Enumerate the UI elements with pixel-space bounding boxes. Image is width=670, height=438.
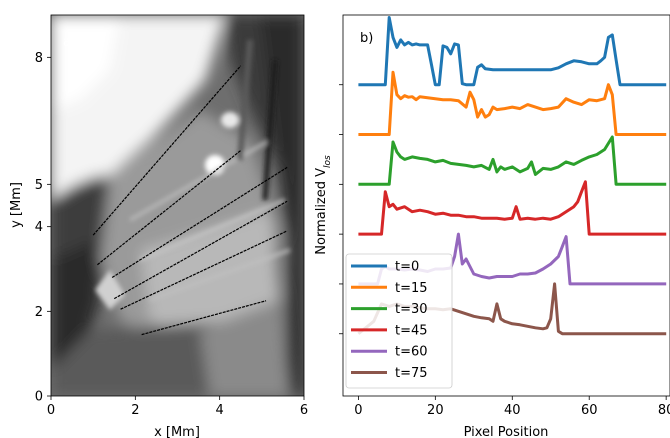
ticks-b: 0 20 40 60 80 [339,84,670,418]
y-axis-label-a: y [Mm] [9,182,24,228]
legend-label-5: t=60 [395,345,428,360]
legend-label-4: t=45 [395,323,428,338]
y-axis-label-b: Normalized Vlos [314,155,333,255]
legend-label-2: t=15 [395,281,428,296]
legend: t=0 t=15 t=30 t=45 t=60 t=75 [345,253,453,389]
x-tick-label-b-60: 60 [581,403,598,418]
panel-b: b) 0 20 40 60 80 Pixel Position Normalized V… [314,14,670,438]
legend-items: t=0 t=15 t=30 t=45 t=60 t=75 [351,260,428,381]
slit-line-6 [141,300,267,336]
slit-line-4 [113,200,288,300]
y-tick-label-a-4: 4 [35,220,43,235]
series-line-t-15 [358,70,667,136]
x-tick-label-a-0: 0 [47,403,55,418]
slit-line-5 [120,230,288,310]
series-line-t-30 [358,135,667,186]
slit-line-1 [92,65,242,236]
y-tick-label-a-0: 0 [35,390,43,405]
slit-lines [92,65,288,336]
solar-image [51,15,304,396]
panel-label-b: b) [360,31,373,46]
x-tick-label-b-40: 40 [504,403,521,418]
panel-label-a: a) [63,35,76,50]
x-tick-label-b-80: 80 [658,403,670,418]
legend-label-3: t=30 [395,302,428,317]
x-tick-label-a-6: 6 [300,403,308,418]
axes-frame-a [50,14,305,397]
x-tick-label-a-2: 2 [131,403,139,418]
series-line-t-0 [358,16,667,87]
legend-label-1: t=0 [395,260,419,275]
y-tick-label-a-8: 8 [35,51,43,66]
x-tick-label-a-4: 4 [216,403,224,418]
slit-line-3 [111,166,288,278]
x-tick-label-b-0: 0 [354,403,362,418]
legend-label-6: t=75 [395,366,428,381]
panel-a: a) 0 2 4 6 0 2 4 5 8 x [Mm] y [Mm] [9,14,308,438]
y-tick-label-a-2: 2 [35,305,43,320]
x-axis-label-a: x [Mm] [154,425,200,438]
series-line-t-45 [358,180,667,236]
x-axis-label-b: Pixel Position [464,425,549,438]
y-axis-label-b-main: Normalized V [314,168,329,255]
x-tick-label-b-20: 20 [427,403,444,418]
y-axis-label-b-sub: los [323,155,333,168]
slit-line-2 [97,149,242,266]
y-tick-label-a-5: 5 [35,178,43,193]
ticks-a: 0 2 4 6 0 2 4 5 8 [35,51,308,418]
